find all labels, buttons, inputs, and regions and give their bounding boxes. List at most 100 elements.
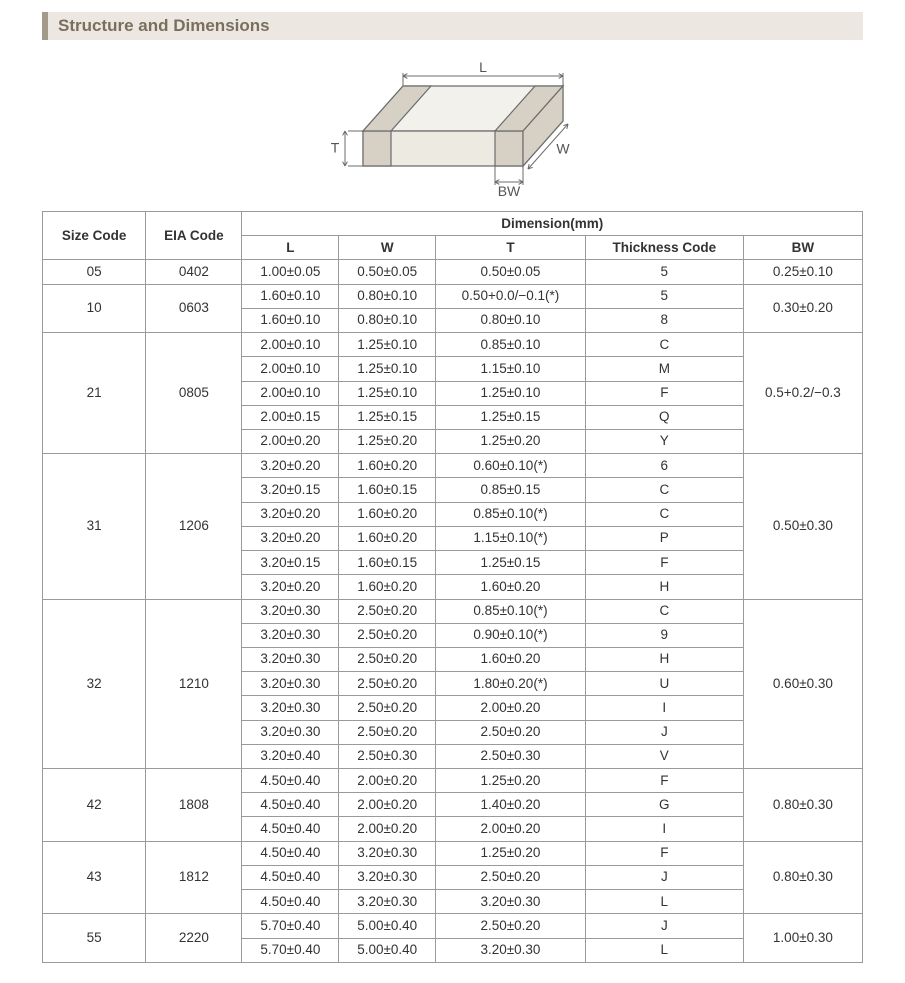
cell-tc: G [585,793,743,817]
cell-tc: Q [585,405,743,429]
cell-tc: C [585,599,743,623]
cell-t: 1.25±0.20 [436,841,586,865]
cell-bw: 0.50±0.30 [743,454,862,599]
cell-size-code: 55 [43,914,146,962]
cell-t: 2.50±0.20 [436,865,586,889]
cell-w: 3.20±0.30 [339,841,436,865]
cell-t: 2.50±0.20 [436,720,586,744]
cell-eia-code: 1210 [146,599,242,769]
cell-w: 0.80±0.10 [339,284,436,308]
cell-t: 1.25±0.15 [436,551,586,575]
cell-tc: J [585,865,743,889]
cell-tc: U [585,672,743,696]
cell-eia-code: 1206 [146,454,242,599]
cell-t: 1.60±0.20 [436,647,586,671]
cell-t: 1.15±0.10(*) [436,526,586,550]
cell-size-code: 43 [43,841,146,914]
cell-tc: 8 [585,308,743,332]
cell-l: 2.00±0.10 [242,381,339,405]
cell-w: 2.50±0.20 [339,623,436,647]
cell-w: 0.80±0.10 [339,308,436,332]
cell-bw: 0.25±0.10 [743,260,862,284]
cell-t: 0.60±0.10(*) [436,454,586,478]
dimension-diagram: LWTBW [42,46,863,201]
cell-eia-code: 2220 [146,914,242,962]
cell-size-code: 42 [43,769,146,842]
cell-l: 3.20±0.20 [242,502,339,526]
cell-eia-code: 1808 [146,769,242,842]
cell-tc: 5 [585,284,743,308]
cell-w: 0.50±0.05 [339,260,436,284]
cell-tc: H [585,647,743,671]
cell-t: 2.00±0.20 [436,696,586,720]
cell-w: 1.60±0.20 [339,454,436,478]
cell-w: 5.00±0.40 [339,914,436,938]
col-dimension-group: Dimension(mm) [242,212,863,236]
cell-w: 1.60±0.20 [339,526,436,550]
cell-l: 4.50±0.40 [242,769,339,793]
cell-l: 3.20±0.30 [242,672,339,696]
cell-w: 1.25±0.10 [339,357,436,381]
cell-l: 3.20±0.20 [242,575,339,599]
cell-eia-code: 0805 [146,333,242,454]
cell-eia-code: 0603 [146,284,242,332]
cell-t: 1.60±0.20 [436,575,586,599]
cell-eia-code: 1812 [146,841,242,914]
cell-tc: L [585,938,743,962]
cell-w: 2.00±0.20 [339,817,436,841]
cell-tc: C [585,333,743,357]
cell-l: 2.00±0.20 [242,429,339,453]
col-w: W [339,236,436,260]
table-row: 5522205.70±0.405.00±0.402.50±0.20J1.00±0… [43,914,863,938]
cell-bw: 0.5+0.2/−0.3 [743,333,862,454]
cell-tc: P [585,526,743,550]
col-size-code: Size Code [43,212,146,260]
cell-l: 3.20±0.30 [242,599,339,623]
cell-t: 3.20±0.30 [436,890,586,914]
svg-text:T: T [330,140,339,156]
cell-size-code: 31 [43,454,146,599]
cell-t: 1.40±0.20 [436,793,586,817]
table-row: 0504021.00±0.050.50±0.050.50±0.0550.25±0… [43,260,863,284]
svg-text:BW: BW [497,183,520,196]
cell-bw: 0.80±0.30 [743,769,862,842]
cell-tc: F [585,841,743,865]
cell-tc: 6 [585,454,743,478]
cell-tc: 5 [585,260,743,284]
cell-size-code: 05 [43,260,146,284]
cell-t: 1.80±0.20(*) [436,672,586,696]
cell-w: 1.60±0.20 [339,575,436,599]
cell-t: 0.85±0.10 [436,333,586,357]
cell-l: 4.50±0.40 [242,865,339,889]
cell-w: 2.50±0.20 [339,720,436,744]
cell-w: 5.00±0.40 [339,938,436,962]
cell-l: 2.00±0.10 [242,357,339,381]
cell-size-code: 21 [43,333,146,454]
cell-t: 1.25±0.15 [436,405,586,429]
section-title-bar: Structure and Dimensions [42,12,863,40]
cell-l: 2.00±0.10 [242,333,339,357]
cell-tc: V [585,744,743,768]
cell-tc: F [585,769,743,793]
cell-l: 3.20±0.15 [242,551,339,575]
cell-w: 2.50±0.20 [339,599,436,623]
cell-size-code: 32 [43,599,146,769]
cell-tc: I [585,817,743,841]
table-row: 1006031.60±0.100.80±0.100.50+0.0/−0.1(*)… [43,284,863,308]
cell-t: 2.00±0.20 [436,817,586,841]
cell-size-code: 10 [43,284,146,332]
cell-l: 4.50±0.40 [242,890,339,914]
cell-bw: 1.00±0.30 [743,914,862,962]
col-bw: BW [743,236,862,260]
cell-bw: 0.60±0.30 [743,599,862,769]
cell-l: 4.50±0.40 [242,793,339,817]
cell-t: 0.50+0.0/−0.1(*) [436,284,586,308]
cell-tc: C [585,478,743,502]
svg-text:L: L [479,59,487,75]
cell-l: 2.00±0.15 [242,405,339,429]
cell-t: 3.20±0.30 [436,938,586,962]
cell-l: 3.20±0.20 [242,526,339,550]
cell-l: 4.50±0.40 [242,817,339,841]
cell-t: 1.15±0.10 [436,357,586,381]
cell-l: 3.20±0.40 [242,744,339,768]
